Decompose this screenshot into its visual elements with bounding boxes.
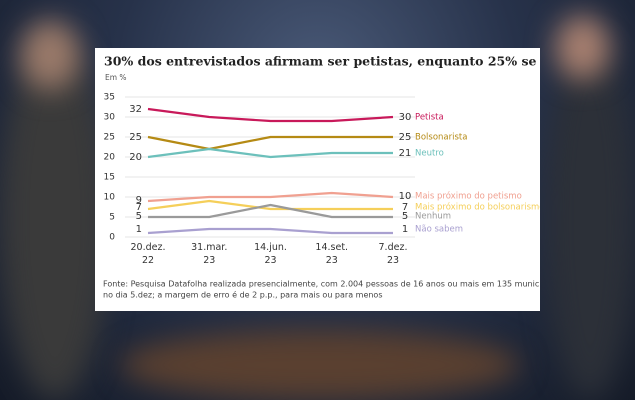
legend-label: Nenhum	[415, 212, 451, 222]
y-tick-label: 15	[104, 173, 115, 183]
data-label: 1	[136, 224, 142, 235]
x-tick-label: 7.dez. 23	[379, 242, 408, 266]
line	[148, 203, 393, 219]
line	[147, 199, 393, 211]
data-label: 5	[402, 211, 408, 222]
y-tick-label: 25	[104, 133, 115, 143]
x-tick-label: 31.mar. 23	[191, 242, 227, 266]
x-tick-label-line: 23	[326, 255, 338, 266]
data-label: 1	[402, 224, 408, 235]
data-label: 20	[129, 152, 142, 163]
x-tick-label-line: 14.set.	[315, 242, 348, 253]
person-left-head	[20, 20, 80, 90]
x-tick-label-line: 20.dez.	[131, 242, 166, 253]
person-left	[0, 40, 110, 400]
legend-label: Não sabem	[415, 225, 463, 235]
x-tick-label-line: 23	[264, 255, 276, 266]
y-tick-label: 10	[104, 193, 116, 203]
line	[147, 147, 393, 159]
legend-label: Bolsonarista	[415, 133, 467, 143]
y-tick-label: 35	[104, 93, 115, 103]
chart-title: 30% dos entrevistados afirmam ser petist…	[104, 54, 540, 69]
y-tick-label: 20	[104, 153, 116, 163]
y-tick-label: 5	[109, 213, 115, 223]
data-label: 10	[399, 191, 412, 202]
y-tick-label: 30	[104, 113, 116, 123]
data-label: 5	[136, 211, 142, 222]
x-tick-label: 14.jun. 23	[254, 242, 287, 266]
y-tick-label: 0	[109, 233, 115, 243]
x-tick-label-line: 14.jun.	[254, 242, 287, 253]
stage-floor	[120, 330, 520, 400]
x-tick-label: 20.dez. 22	[131, 242, 166, 266]
x-tick-label: 14.set. 23	[315, 242, 348, 266]
line	[147, 107, 394, 123]
data-label: 7	[402, 202, 408, 213]
line	[147, 191, 394, 203]
x-tick-label-line: 23	[203, 255, 215, 266]
line	[147, 227, 393, 235]
footnote: no dia 5.dez; a margem de erro é de 2 p.…	[103, 290, 383, 300]
x-tick-label-line: 22	[142, 255, 154, 266]
person-right-head	[555, 15, 610, 80]
data-label: 32	[129, 104, 142, 115]
legend-label: Neutro	[415, 149, 444, 159]
data-label: 25	[129, 132, 142, 143]
chart: 30% dos entrevistados afirmam ser petist…	[103, 54, 635, 300]
x-tick-label-line: 23	[387, 255, 399, 266]
line	[147, 135, 393, 151]
data-label: 30	[399, 112, 412, 123]
footnote: Fonte: Pesquisa Datafolha realizada pres…	[103, 280, 540, 289]
legend-label: Mais próximo do bolsonarismo	[415, 202, 540, 213]
legend-label: Mais próximo do petismo	[415, 191, 522, 202]
chart-card: 30% dos entrevistados afirmam ser petist…	[95, 48, 635, 311]
x-tick-label-line: 31.mar.	[191, 242, 227, 253]
data-label: 25	[399, 132, 412, 143]
data-label: 7	[136, 202, 142, 213]
y-axis-label: Em %	[105, 73, 127, 82]
data-label: 21	[399, 148, 412, 159]
person-right	[545, 40, 635, 400]
legend-label: Petista	[415, 113, 444, 123]
x-tick-label-line: 7.dez.	[379, 242, 408, 253]
data-label: 9	[136, 195, 142, 206]
